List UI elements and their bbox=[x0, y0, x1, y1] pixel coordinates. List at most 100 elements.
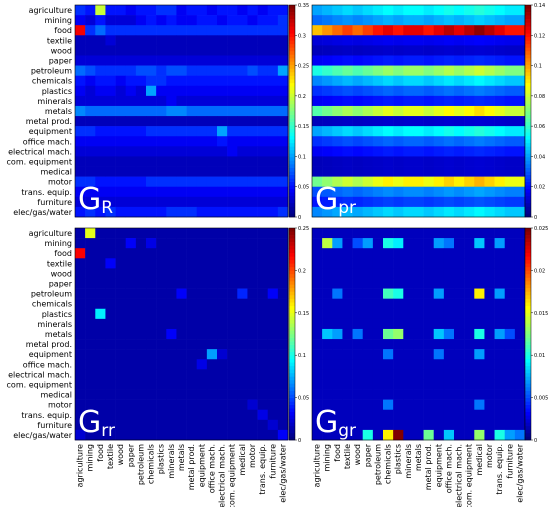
heatmap-cell bbox=[227, 288, 238, 299]
heatmap-cell bbox=[135, 35, 147, 46]
heatmap-cell bbox=[484, 328, 495, 340]
heatmap-cell bbox=[312, 268, 323, 279]
heatmap-cell bbox=[433, 196, 445, 208]
heatmap-cell bbox=[413, 409, 424, 421]
heatmap-cell bbox=[393, 116, 404, 127]
heatmap-cell bbox=[352, 15, 364, 26]
heatmap-panel-3: Grragricultureminingfoodtextilewoodpaper… bbox=[7, 226, 310, 507]
heatmap-cell bbox=[206, 156, 218, 167]
colorbar-segment bbox=[525, 242, 531, 246]
colorbar-segment bbox=[289, 312, 295, 317]
heatmap-cell bbox=[322, 15, 333, 26]
colorbar-segment bbox=[289, 33, 295, 38]
heatmap-cell bbox=[494, 419, 506, 431]
colorbar-segment bbox=[289, 425, 295, 430]
heatmap-cell bbox=[135, 55, 147, 66]
heatmap-cell bbox=[443, 298, 455, 310]
heatmap-cell bbox=[433, 389, 445, 400]
heatmap-cell bbox=[247, 389, 258, 400]
heatmap-cell bbox=[464, 288, 475, 299]
heatmap-cell bbox=[75, 228, 86, 239]
heatmap-cell bbox=[514, 399, 526, 411]
heatmap-cell bbox=[95, 85, 106, 97]
heatmap-cell bbox=[75, 85, 86, 97]
heatmap-cell bbox=[504, 75, 516, 87]
heatmap-cell bbox=[312, 399, 323, 411]
heatmap-cell bbox=[494, 369, 506, 380]
heatmap-cell bbox=[227, 339, 238, 350]
heatmap-cell bbox=[454, 25, 465, 36]
heatmap-cell bbox=[95, 248, 106, 259]
heatmap-cell bbox=[186, 399, 198, 411]
heatmap-cell bbox=[156, 328, 167, 340]
heatmap-cell bbox=[312, 176, 323, 188]
heatmap-cell bbox=[312, 116, 323, 127]
heatmap-cell bbox=[196, 55, 208, 66]
heatmap-cell bbox=[257, 268, 269, 279]
heatmap-cell bbox=[372, 196, 384, 208]
heatmap-cell bbox=[257, 116, 269, 127]
heatmap-cell bbox=[342, 166, 353, 177]
heatmap-cell bbox=[433, 328, 445, 340]
heatmap-cell bbox=[146, 85, 157, 97]
heatmap-cell bbox=[257, 419, 269, 431]
row-label: petroleum bbox=[31, 290, 72, 299]
heatmap-cell bbox=[504, 85, 516, 97]
heatmap-cell bbox=[135, 288, 147, 299]
heatmap-cell bbox=[454, 429, 465, 441]
heatmap-cell bbox=[393, 75, 404, 87]
heatmap-cell bbox=[433, 186, 445, 198]
heatmap-cell bbox=[352, 369, 364, 380]
heatmap-cell bbox=[484, 258, 495, 269]
heatmap-cell bbox=[186, 228, 198, 239]
heatmap-cell bbox=[267, 25, 279, 36]
heatmap-cell bbox=[176, 156, 187, 167]
heatmap-cell bbox=[423, 379, 435, 390]
colorbar: 00.020.040.060.080.10.120.14 bbox=[524, 3, 545, 221]
heatmap-cell bbox=[474, 176, 485, 188]
heatmap-cell bbox=[85, 116, 96, 127]
heatmap-cell bbox=[352, 298, 364, 310]
heatmap-cell bbox=[454, 258, 465, 269]
heatmap-cell bbox=[484, 45, 495, 56]
heatmap-cell bbox=[257, 409, 269, 421]
heatmap-cell bbox=[393, 186, 404, 198]
heatmap-cell bbox=[494, 25, 506, 36]
heatmap-cell bbox=[247, 308, 258, 320]
heatmap-cell bbox=[196, 95, 208, 107]
row-label: petroleum bbox=[31, 67, 72, 76]
heatmap-cell bbox=[75, 268, 86, 279]
heatmap-cell bbox=[85, 35, 96, 46]
column-label: plastics bbox=[394, 444, 403, 474]
heatmap-cell bbox=[342, 419, 353, 431]
heatmap-cell bbox=[332, 146, 343, 157]
heatmap-cell bbox=[186, 349, 198, 360]
heatmap-cell bbox=[166, 228, 177, 239]
heatmap-cell bbox=[135, 228, 147, 239]
heatmap-cell bbox=[247, 409, 258, 421]
heatmap-cell bbox=[322, 349, 333, 360]
heatmap-cell bbox=[146, 146, 157, 157]
heatmap-cell bbox=[105, 389, 116, 400]
heatmap-cell bbox=[332, 359, 343, 370]
colorbar-segment bbox=[289, 273, 295, 278]
heatmap-cell bbox=[514, 75, 526, 87]
heatmap-cell bbox=[454, 409, 465, 421]
heatmap-cell bbox=[257, 196, 269, 208]
heatmap-cell bbox=[257, 318, 269, 330]
heatmap-cell bbox=[227, 389, 238, 400]
heatmap-cell bbox=[115, 258, 127, 269]
heatmap-cell bbox=[227, 75, 238, 87]
heatmap-cell bbox=[277, 258, 289, 269]
heatmap-cell bbox=[443, 136, 455, 147]
heatmap-cell bbox=[312, 206, 323, 218]
column-label: motor bbox=[248, 443, 257, 468]
heatmap-cell bbox=[393, 389, 404, 400]
heatmap-cell bbox=[383, 105, 394, 117]
heatmap-cell bbox=[95, 318, 106, 330]
heatmap-cell bbox=[332, 389, 343, 400]
heatmap-cell bbox=[135, 328, 147, 340]
heatmap-cell bbox=[433, 55, 445, 66]
heatmap-cell bbox=[383, 85, 394, 97]
colorbar-tick-label: 0.04 bbox=[534, 154, 545, 160]
